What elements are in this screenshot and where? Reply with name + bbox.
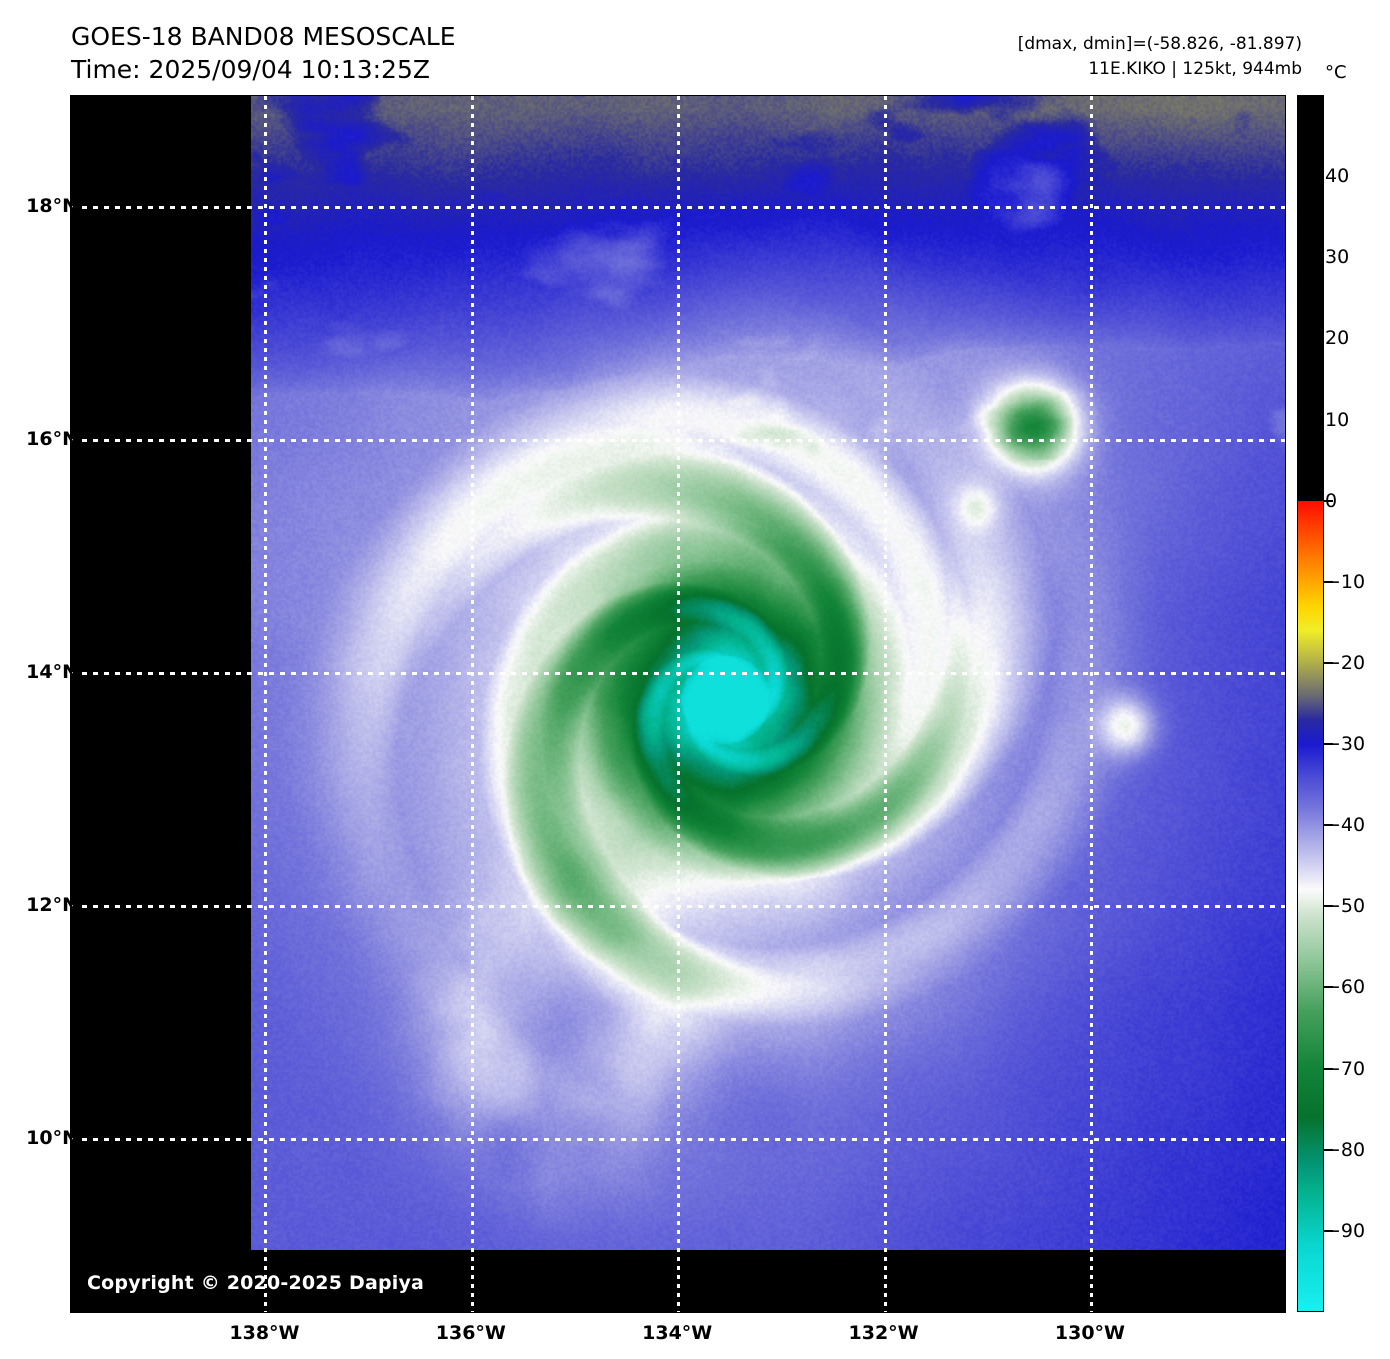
colorbar-tick-label: −80 bbox=[1325, 1138, 1366, 1161]
gridline-lat-12n bbox=[71, 905, 1285, 909]
colorbar-tick-label: −60 bbox=[1325, 976, 1366, 999]
colorbar-tick-mark bbox=[1324, 1229, 1333, 1232]
lat-tick-label: 10°N bbox=[26, 1127, 78, 1150]
lon-tick-label: 134°W bbox=[642, 1322, 713, 1344]
colorbar[interactable] bbox=[1297, 95, 1324, 1312]
gridline-lon-132w bbox=[883, 96, 887, 1312]
colorbar-tick-label: 10 bbox=[1325, 408, 1350, 431]
header-meta-block: [dmax, dmin]=(-58.826, -81.897) 11E.KIKO… bbox=[1018, 32, 1302, 81]
colorbar-tick-mark bbox=[1324, 580, 1333, 583]
lat-tick-label: 12°N bbox=[26, 894, 78, 917]
lat-tick-label: 18°N bbox=[26, 194, 78, 217]
gridline-lon-134w bbox=[677, 96, 681, 1312]
page-title: GOES-18 BAND08 MESOSCALE bbox=[71, 22, 456, 51]
colorbar-tick-label: 40 bbox=[1325, 165, 1350, 188]
colorbar-tick-mark bbox=[1324, 824, 1333, 827]
gridline-lat-14n bbox=[71, 672, 1285, 675]
dmax-dmin-label: [dmax, dmin]=(-58.826, -81.897) bbox=[1017, 34, 1302, 54]
gridline-lat-16n bbox=[71, 438, 1285, 442]
satellite-map[interactable]: Copyright © 2020-2025 Dapiya bbox=[70, 95, 1286, 1313]
colorbar-tick-label: −20 bbox=[1325, 651, 1366, 674]
lat-tick-label: 16°N bbox=[26, 427, 78, 450]
header-title-block: GOES-18 BAND08 MESOSCALE Time: 2025/09/0… bbox=[71, 20, 456, 86]
colorbar-tick-label: −40 bbox=[1325, 814, 1366, 837]
copyright-label: Copyright © 2020-2025 Dapiya bbox=[87, 1272, 425, 1294]
gridline-lon-136w bbox=[470, 96, 474, 1312]
gridline-lat-10n bbox=[71, 1138, 1285, 1142]
colorbar-tick-mark bbox=[1324, 1148, 1333, 1151]
gridline-lat-18n bbox=[71, 205, 1285, 209]
colorbar-tick-label: 30 bbox=[1325, 246, 1350, 269]
lon-tick-label: 132°W bbox=[848, 1322, 919, 1344]
colorbar-tick-label: −10 bbox=[1325, 570, 1366, 593]
colorbar-tick-mark bbox=[1324, 743, 1333, 746]
colorbar-tick-mark bbox=[1324, 1067, 1333, 1070]
colorbar-tick-label: −70 bbox=[1325, 1057, 1366, 1080]
lon-tick-label: 136°W bbox=[435, 1322, 506, 1344]
lon-tick-label: 138°W bbox=[229, 1322, 300, 1344]
colorbar-unit-label: °C bbox=[1325, 62, 1347, 83]
colorbar-gradient bbox=[1298, 96, 1323, 1311]
colorbar-tick-mark bbox=[1324, 986, 1333, 989]
colorbar-tick-label: −30 bbox=[1325, 733, 1366, 756]
lon-tick-label: 130°W bbox=[1054, 1322, 1125, 1344]
gridline-lon-130w bbox=[1089, 96, 1093, 1312]
colorbar-tick-mark bbox=[1324, 661, 1333, 664]
timestamp-label: Time: 2025/09/04 10:13:25Z bbox=[71, 55, 430, 84]
colorbar-tick-label: −90 bbox=[1325, 1219, 1366, 1242]
gridline-lon-138w bbox=[264, 96, 268, 1312]
colorbar-tick-mark bbox=[1324, 905, 1333, 908]
colorbar-tick-label: 20 bbox=[1325, 327, 1350, 350]
storm-info-label: 11E.KIKO | 125kt, 944mb bbox=[1088, 58, 1302, 79]
colorbar-tick-mark bbox=[1324, 499, 1333, 502]
lat-tick-label: 14°N bbox=[26, 661, 78, 683]
colorbar-tick-label: −50 bbox=[1325, 895, 1366, 918]
